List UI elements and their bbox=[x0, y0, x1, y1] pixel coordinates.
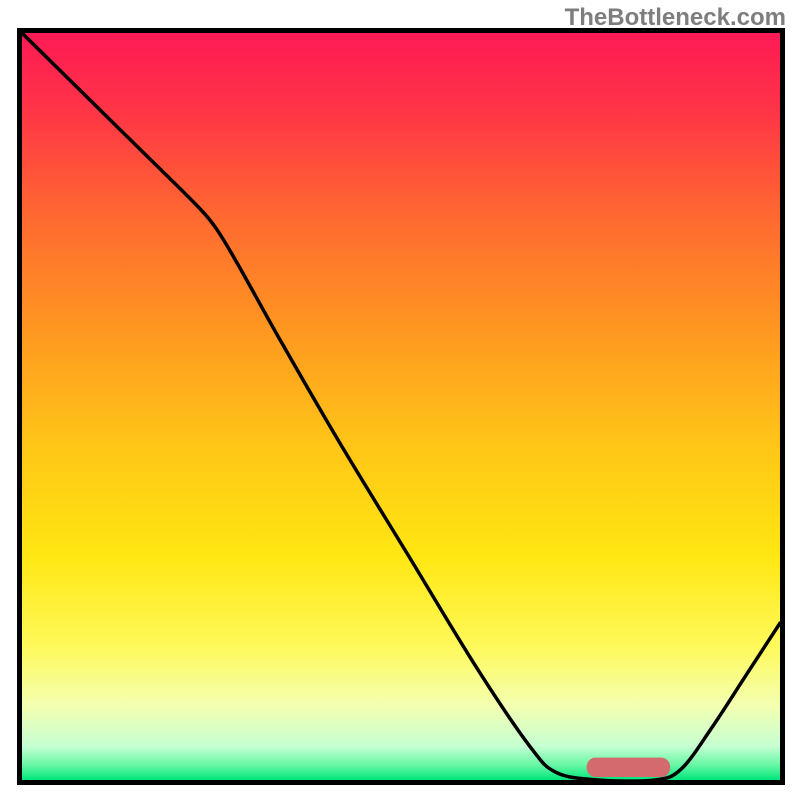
stage: TheBottleneck.com bbox=[0, 0, 800, 800]
optimum-marker bbox=[22, 33, 780, 780]
plot-box bbox=[17, 28, 785, 785]
optimum-marker-rect bbox=[587, 758, 670, 777]
